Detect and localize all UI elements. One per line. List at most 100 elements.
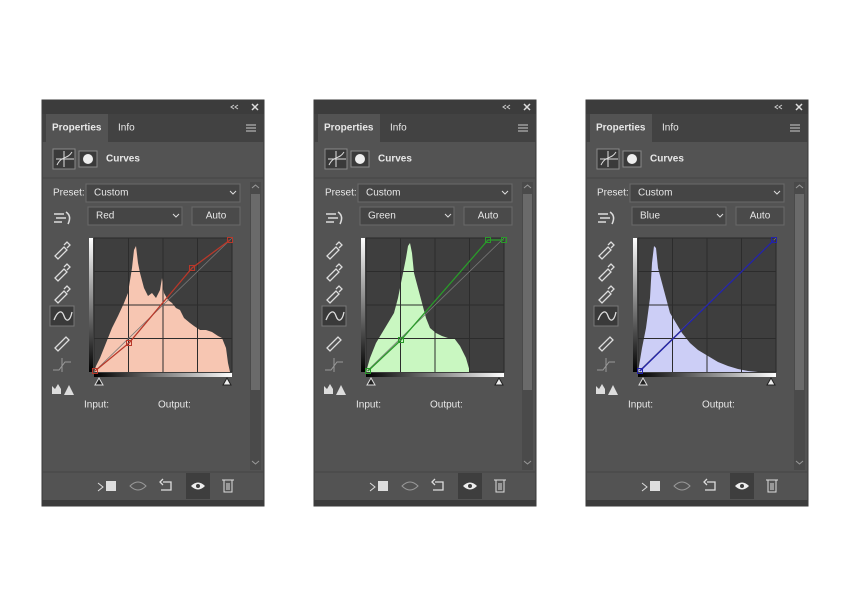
curve-point[interactable] [398, 337, 404, 343]
properties-panel: Properties Info Curves Preset: Custom Blue Aut… [585, 99, 809, 507]
clipping-warning[interactable] [324, 384, 346, 395]
close-button[interactable] [523, 103, 531, 111]
delete-button[interactable] [222, 479, 234, 493]
point-tool-active[interactable] [321, 305, 347, 327]
pencil-tool[interactable] [326, 336, 342, 352]
view-previous[interactable] [673, 481, 691, 491]
pencil-tool[interactable] [598, 336, 614, 352]
collapse-button[interactable] [774, 104, 783, 110]
reset-button[interactable] [431, 478, 444, 491]
tab-info[interactable]: Info [118, 123, 135, 134]
curve-point[interactable] [485, 237, 491, 243]
channel-dropdown[interactable] [631, 206, 727, 226]
eyedropper-tool[interactable] [598, 241, 615, 260]
output-gradient [633, 238, 637, 372]
eyedropper-tool[interactable] [326, 263, 343, 282]
scroll-down[interactable] [251, 460, 260, 465]
panel-menu[interactable] [790, 124, 800, 132]
scroll-up[interactable] [523, 184, 532, 189]
smooth-tool[interactable] [53, 358, 71, 372]
mask-icon-dot [355, 154, 365, 164]
panel-menu[interactable] [518, 124, 528, 132]
view-previous[interactable] [401, 481, 419, 491]
scroll-up[interactable] [795, 184, 804, 189]
target-adjust-tool[interactable] [54, 211, 71, 225]
tab-properties[interactable]: Properties [324, 123, 374, 134]
visibility-pupil [468, 484, 472, 488]
target-adjust-tool[interactable] [598, 211, 615, 225]
curve-point[interactable] [227, 237, 233, 243]
smooth-tool[interactable] [325, 358, 343, 372]
channel-dropdown[interactable] [359, 206, 455, 226]
histogram [366, 243, 470, 372]
panel-header-strip [314, 100, 536, 114]
channel-dropdown[interactable] [87, 206, 183, 226]
scroll-down[interactable] [523, 460, 532, 465]
target-adjust-tool[interactable] [326, 211, 343, 225]
curve-point[interactable] [365, 368, 371, 374]
tab-info[interactable]: Info [662, 123, 679, 134]
auto-label: Auto [750, 211, 771, 222]
eyedropper-tool[interactable] [54, 263, 71, 282]
tab-info[interactable]: Info [390, 123, 407, 134]
black-point-slider[interactable] [94, 376, 104, 386]
baseline-diagonal [365, 237, 505, 373]
eyedropper-tool[interactable] [326, 285, 343, 304]
preset-value: Custom [638, 188, 672, 199]
preset-dropdown[interactable] [357, 183, 513, 203]
curve-point[interactable] [189, 265, 195, 271]
close-button[interactable] [795, 103, 803, 111]
curve-point[interactable] [92, 368, 98, 374]
scroll-up[interactable] [251, 184, 260, 189]
eyedropper-tool[interactable] [598, 285, 615, 304]
eyedropper-tool[interactable] [326, 241, 343, 260]
white-point-slider[interactable] [494, 376, 504, 386]
curve [639, 239, 775, 372]
tab-properties[interactable]: Properties [52, 123, 102, 134]
scrollbar-thumb[interactable] [795, 194, 804, 390]
curve-point[interactable] [637, 368, 643, 374]
auto-button[interactable] [463, 206, 513, 226]
view-previous[interactable] [129, 481, 147, 491]
active-tab [46, 114, 108, 142]
auto-button[interactable] [735, 206, 785, 226]
reset-button[interactable] [703, 478, 716, 491]
collapse-button[interactable] [230, 104, 239, 110]
point-tool-active[interactable] [49, 305, 75, 327]
black-point-slider[interactable] [366, 376, 376, 386]
white-point-slider[interactable] [222, 376, 232, 386]
eyedropper-tool[interactable] [54, 241, 71, 260]
curve-point[interactable] [501, 237, 507, 243]
preset-dropdown[interactable] [85, 183, 241, 203]
clipping-warning[interactable] [52, 384, 74, 395]
clip-to-layer[interactable] [650, 481, 660, 491]
scroll-down[interactable] [795, 460, 804, 465]
clip-glyph [369, 482, 376, 492]
clipping-warning[interactable] [596, 384, 618, 395]
eyedropper-tool[interactable] [598, 263, 615, 282]
clip-to-layer[interactable] [378, 481, 388, 491]
smooth-tool[interactable] [597, 358, 615, 372]
preset-dropdown[interactable] [629, 183, 785, 203]
curve-point[interactable] [126, 340, 132, 346]
white-point-slider[interactable] [766, 376, 776, 386]
delete-button[interactable] [494, 479, 506, 493]
preset-label: Preset: [597, 188, 629, 199]
panel-footer [314, 500, 536, 506]
collapse-button[interactable] [502, 104, 511, 110]
tab-properties[interactable]: Properties [596, 123, 646, 134]
black-point-slider[interactable] [638, 376, 648, 386]
curve [367, 239, 504, 372]
curve-point[interactable] [771, 237, 777, 243]
pencil-tool[interactable] [54, 336, 70, 352]
eyedropper-tool[interactable] [54, 285, 71, 304]
auto-button[interactable] [191, 206, 241, 226]
close-button[interactable] [251, 103, 259, 111]
panel-menu[interactable] [246, 124, 256, 132]
clip-to-layer[interactable] [106, 481, 116, 491]
delete-button[interactable] [766, 479, 778, 493]
reset-button[interactable] [159, 478, 172, 491]
scrollbar-thumb[interactable] [523, 194, 532, 390]
point-tool-active[interactable] [593, 305, 619, 327]
scrollbar-thumb[interactable] [251, 194, 260, 390]
